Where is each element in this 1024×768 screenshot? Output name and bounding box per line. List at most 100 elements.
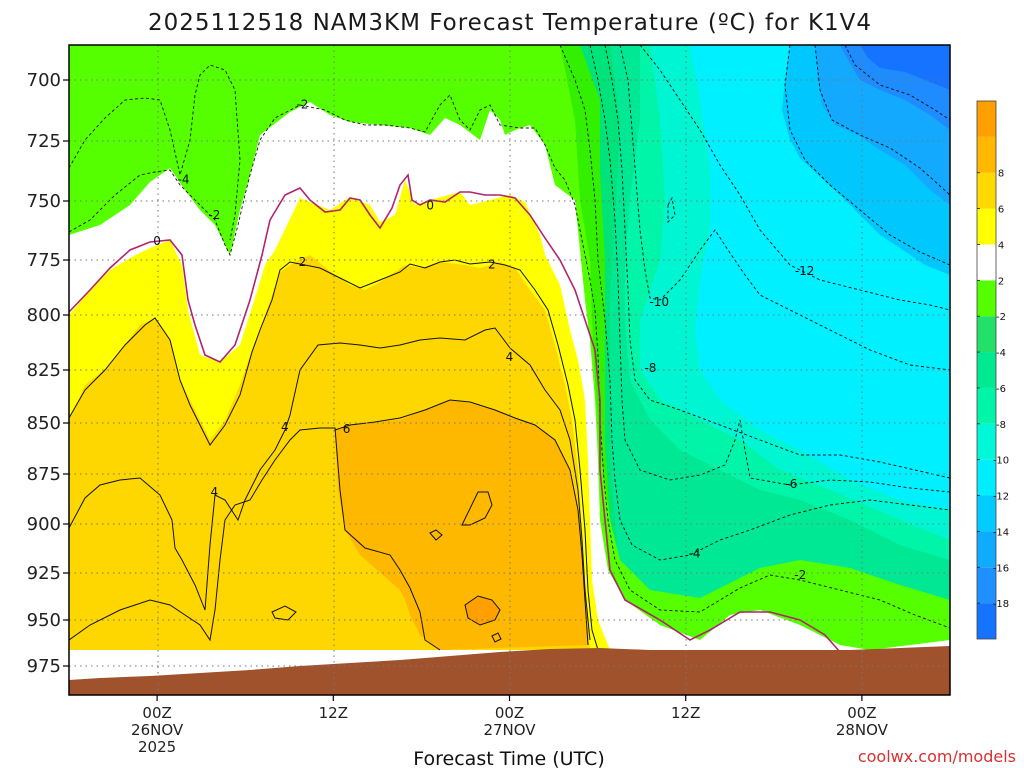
- field-minus-20: [860, 45, 950, 90]
- y-tick-label: 725: [27, 131, 61, 152]
- y-tick-label: 975: [27, 656, 61, 677]
- contour-label: -4: [689, 546, 701, 560]
- colorbar-label: -12: [993, 492, 1009, 503]
- colorbar-swatch: [977, 208, 996, 245]
- colorbar-label: -4: [996, 348, 1006, 359]
- x-tick-label: 2025: [138, 738, 176, 756]
- y-tick-label: 850: [27, 413, 61, 434]
- negative-isotherms: [69, 45, 950, 629]
- positive-isotherms: [69, 259, 599, 651]
- contour-label: 6: [343, 422, 351, 436]
- zero-isotherm-line: [69, 173, 841, 653]
- contour-label: -2: [208, 208, 220, 222]
- isotherm-minus-4-upper: [69, 64, 241, 241]
- colorbar-label: 6: [998, 205, 1004, 216]
- y-tick-label: 775: [27, 250, 61, 271]
- x-tick-label: 00Z: [495, 704, 524, 722]
- contour-label: -8: [644, 361, 656, 375]
- isotherm-minus-4-right: [559, 45, 950, 561]
- contour-label: 2: [299, 255, 307, 269]
- y-tick-label: 875: [27, 464, 61, 485]
- colorbar-label: -10: [993, 456, 1009, 467]
- chart-title: 2025112518 NAM3KM Forecast Temperature (…: [148, 10, 872, 36]
- colorbar-label: -2: [996, 312, 1006, 323]
- isotherm-6-spot: [271, 605, 297, 621]
- colorbar-swatch: [977, 244, 996, 281]
- isotherm-2: [69, 259, 599, 651]
- isotherm-6: [69, 427, 441, 651]
- contour-label: -6: [785, 477, 797, 491]
- colorbar-swatch: [977, 423, 996, 460]
- y-tick-label: 925: [27, 563, 61, 584]
- colorbar-swatch: [977, 567, 996, 604]
- x-tick-label: 26NOV: [131, 721, 184, 739]
- y-tick-label: 750: [27, 191, 61, 212]
- colorbar-swatch: [977, 101, 996, 137]
- field-orange-spot-1: [465, 596, 500, 625]
- colorbar-label: 8: [998, 169, 1004, 180]
- colorbar-swatch: [977, 280, 996, 317]
- x-tick-label: 28NOV: [836, 721, 889, 739]
- colorbar: -18 -16 -14 -12 -10 -8 -6 -4 -2 2 4 6 8: [976, 100, 1009, 640]
- isotherm-minus-10: [619, 45, 950, 371]
- isotherm-8-spot-small: [429, 529, 443, 541]
- x-tick-label: 00Z: [142, 704, 171, 722]
- contour-label: 4: [211, 485, 219, 499]
- colorbar-swatch: [977, 172, 996, 209]
- colorbar-swatch: [977, 495, 996, 532]
- colorbar-label: 4: [998, 240, 1004, 251]
- credit-text[interactable]: coolwx.com/models: [858, 747, 1016, 766]
- x-tick-label: 00Z: [847, 704, 876, 722]
- colorbar-label: 2: [998, 276, 1004, 287]
- isotherm-6-inner: [334, 399, 589, 646]
- y-tick-label: 800: [27, 305, 61, 326]
- contour-label: -2: [794, 568, 806, 582]
- colorbar-swatch: [977, 459, 996, 496]
- colorbar-frame: [976, 100, 997, 640]
- colorbar-swatch: [977, 316, 996, 353]
- y-tick-label: 700: [27, 70, 61, 91]
- contour-label: 2: [488, 257, 496, 271]
- isotherm-minus-2-left: [69, 94, 950, 629]
- colorbar-swatch: [977, 531, 996, 568]
- y-axis: 700 725 750 775 800 825 850 875 900 925 950 975: [27, 70, 69, 677]
- field-orange-spot-2: [462, 495, 490, 528]
- contour-label: 4: [506, 350, 514, 364]
- colorbar-label: -14: [993, 527, 1009, 538]
- colorbar-swatch: [977, 352, 996, 388]
- ground-terrain: [69, 646, 950, 695]
- isotherm-minus-18: [844, 45, 950, 121]
- x-axis-label: Forecast Time (UTC): [413, 748, 604, 768]
- y-tick-label: 825: [27, 360, 61, 381]
- contour-label: 0: [153, 234, 161, 248]
- colorbar-label: -18: [993, 599, 1009, 610]
- isotherm-minus-16: [814, 45, 950, 196]
- contour-labels: -4 -2 -2 0 0 2 2 4 4 4 6 -10 -8 -12 -6 -4 -2: [153, 97, 814, 581]
- colorbar-label: -8: [996, 420, 1006, 431]
- x-tick-label: 27NOV: [483, 721, 536, 739]
- contour-label: -2: [296, 97, 308, 111]
- contour-label: 4: [281, 420, 289, 434]
- isotherm-8-spot: [464, 595, 501, 626]
- colorbar-swatch: [977, 387, 996, 424]
- zero-isotherm: [69, 173, 841, 653]
- y-tick-label: 950: [27, 610, 61, 631]
- colorbar-swatch: [977, 136, 996, 173]
- colorbar-label: -6: [996, 384, 1006, 395]
- colorbar-label: -16: [993, 563, 1009, 574]
- x-tick-label: 12Z: [671, 704, 700, 722]
- isotherm-minus-14: [784, 45, 950, 266]
- colorbar-swatch: [977, 603, 996, 639]
- contour-label: 0: [426, 199, 434, 213]
- contour-label: -4: [178, 172, 190, 186]
- x-tick-label: 12Z: [319, 704, 348, 722]
- contour-label: -12: [795, 264, 815, 278]
- isotherm-8-lobe: [461, 491, 493, 526]
- isotherm-6-spot-small: [491, 632, 502, 643]
- contour-label: -10: [649, 295, 669, 309]
- isotherm-minus-12: [639, 45, 950, 311]
- gridlines: [69, 45, 950, 695]
- isotherm-minus-10-loop: [667, 196, 676, 224]
